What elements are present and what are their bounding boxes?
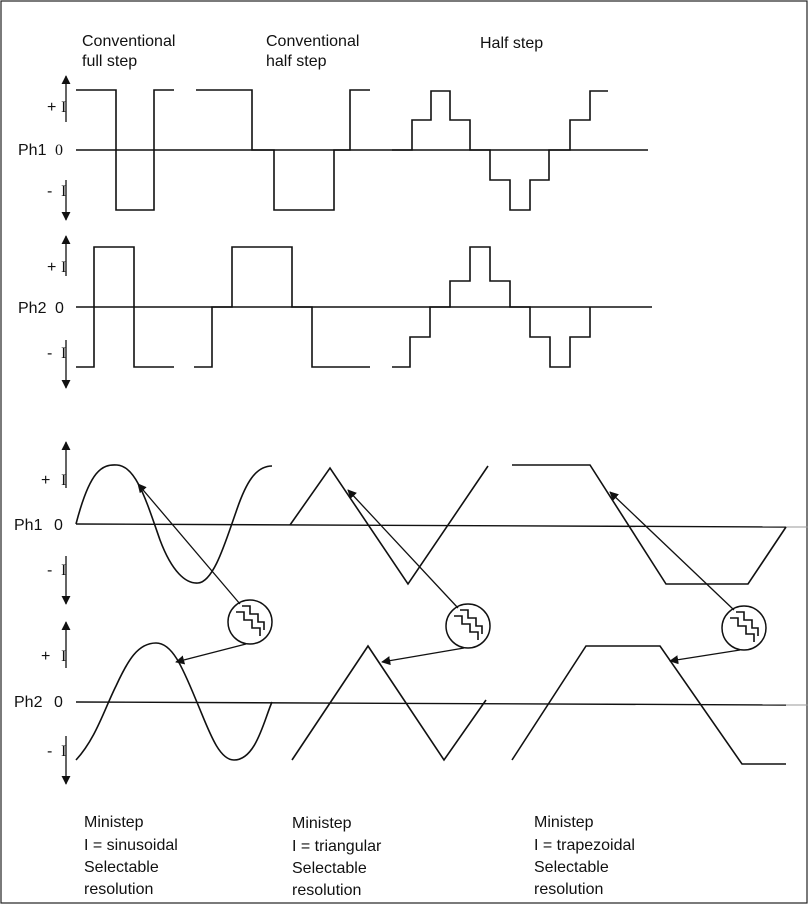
phase-label-ph1: Ph1 [18,142,47,159]
zero-axis [75,701,787,706]
header-half-step: Half step [480,35,543,52]
waveform-half-step [392,246,591,368]
waveform-trapezoidal [512,464,787,585]
caption-line: I = trapezoidal [534,837,635,854]
minus-label: - [47,562,52,579]
current-label-minus: I [61,562,66,579]
waveform-conventional-full-step [76,89,174,211]
caption-line: resolution [84,881,153,898]
plus-label: + [41,472,50,489]
pointer-arrow-sinusoidal-ph2 [175,643,247,665]
phase-label-ph1: Ph1 [14,517,43,534]
panel-step-ph2: + I - I Ph2 0 [18,235,652,389]
current-label-minus: I [61,743,66,760]
header-conventional-full-step-line1: Conventional [82,33,175,50]
caption-line: Ministep [84,814,144,831]
panel-ministep-ph2: + I - I Ph2 0 [14,621,808,785]
caption-line: Selectable [534,859,609,876]
current-label-minus: I [61,183,66,200]
caption-line: Ministep [292,815,352,832]
caption-line: I = sinusoidal [84,837,178,854]
caption-line: resolution [534,881,603,898]
caption-sinusoidal: Ministep I = sinusoidal Selectable resol… [84,814,178,898]
waveform-trapezoidal [511,645,786,765]
waveform-conventional-half-step [196,89,370,211]
staircase-detail [242,605,265,630]
caption-line: Ministep [534,814,594,831]
phase-label-ph2: Ph2 [14,694,43,711]
magnifier-circle [721,605,767,651]
magnifier-circle [227,599,273,645]
waveform-conventional-full-step [76,246,174,368]
current-label-plus: I [61,648,66,665]
staircase-detail [460,609,483,634]
panel-ministep-ph1: + I - I Ph1 0 [14,441,808,605]
phase-label-ph2: Ph2 [18,300,47,317]
panel-step-ph1: + I - I Ph1 0 [18,75,648,221]
minus-label: - [47,743,52,760]
pointer-arrow-triangular-ph1 [347,489,459,609]
zero-label: 0 [54,694,63,711]
staircase-detail [236,611,261,636]
caption-trapezoidal: Ministep I = trapezoidal Selectable reso… [534,814,635,898]
caption-line: Selectable [84,859,159,876]
header-conventional-half-step-line1: Conventional [266,33,359,50]
zero-label: 0 [55,300,64,317]
pointer-arrow-trapezoidal-ph2 [669,649,741,665]
magnifier-circle [445,603,491,649]
zero-axis [75,523,787,528]
caption-line: I = triangular [292,838,382,855]
ministep-magnifier-triangular [445,603,491,649]
waveform-sinusoidal [75,464,273,584]
plus-label: + [47,99,56,116]
zero-label: 0 [55,142,63,159]
current-label-plus: I [61,259,66,276]
waveform-triangular [291,644,487,762]
pointer-arrow-trapezoidal-ph1 [609,491,735,611]
staircase-detail [454,615,479,640]
caption-triangular: Ministep I = triangular Selectable resol… [292,815,382,899]
current-label-plus: I [61,472,66,489]
minus-label: - [47,345,52,362]
current-label-minus: I [61,345,66,362]
caption-line: Selectable [292,860,367,877]
staircase-detail [736,611,759,636]
zero-label: 0 [54,517,63,534]
plus-label: + [41,648,50,665]
pointer-arrow-sinusoidal-ph1 [137,483,241,605]
minus-label: - [47,183,52,200]
ministep-magnifier-sinusoidal [227,599,273,645]
current-label-plus: I [61,99,66,116]
header-conventional-half-step-line2: half step [266,53,327,70]
waveform-conventional-half-step [194,246,370,368]
plus-label: + [47,259,56,276]
caption-line: resolution [292,882,361,899]
waveform-half-step [392,90,608,211]
magnifier-pointers [137,483,741,666]
header-conventional-full-step-line2: full step [82,53,137,70]
waveform-triangular [289,465,489,586]
staircase-detail [730,617,755,642]
pointer-arrow-triangular-ph2 [381,647,465,666]
ministep-magnifier-trapezoidal [721,605,767,651]
